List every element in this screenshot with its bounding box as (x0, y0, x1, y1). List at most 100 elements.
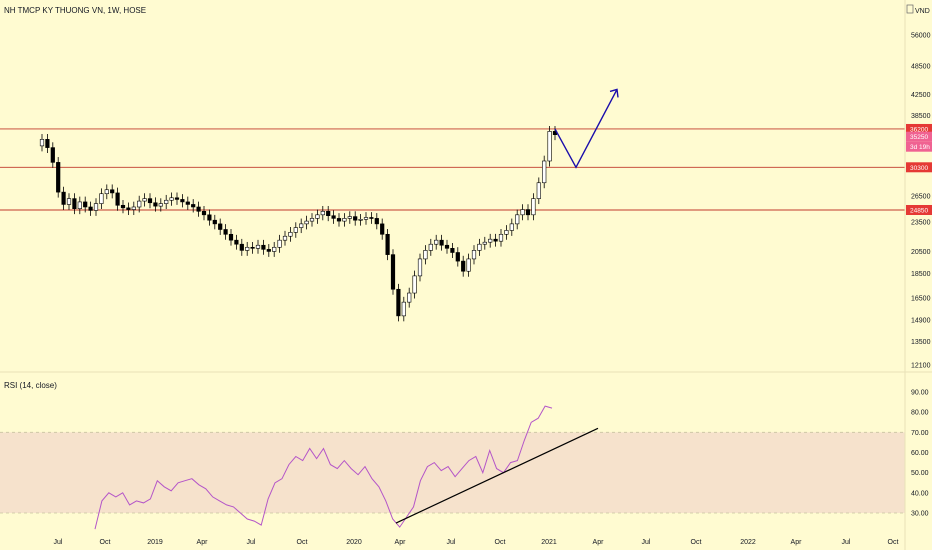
candle-up (347, 216, 352, 219)
candle-up (282, 235, 288, 241)
candle-up (142, 198, 147, 202)
candle-up (93, 203, 99, 211)
candle-up (504, 230, 509, 235)
rsi-tick-label: 30.00 (911, 511, 929, 518)
candle-down (115, 192, 120, 206)
candle-up (169, 197, 174, 201)
candle-down (218, 223, 223, 230)
rsi-tick-label: 70.00 (911, 430, 929, 437)
candle-down (261, 244, 266, 250)
candle-up (363, 217, 369, 220)
candle-up (320, 211, 325, 216)
candle-down (331, 215, 336, 219)
candle-up (536, 182, 541, 199)
time-tick-label: Jul (54, 539, 63, 546)
price-tag (906, 141, 932, 152)
price-tick-label: 20500 (911, 249, 931, 256)
price-tag-label: 3d 19h (910, 144, 930, 151)
time-tick-label: Jul (842, 539, 851, 546)
candle-down (266, 249, 271, 252)
candle-down (174, 197, 180, 200)
candle-down (83, 201, 88, 208)
candle-down (439, 239, 444, 246)
candle-down (396, 288, 401, 317)
candle-down (212, 219, 217, 225)
candle-down (493, 238, 498, 242)
candle-down (525, 209, 531, 216)
candle-up (547, 131, 552, 162)
candle-up (412, 275, 417, 294)
candle-up (299, 223, 304, 228)
candle-down (191, 204, 196, 208)
candle-up (272, 246, 277, 252)
price-tick-label: 16500 (911, 296, 931, 303)
price-tick-label: 56000 (911, 33, 931, 40)
time-tick-label: Apr (593, 539, 605, 546)
candle-down (380, 223, 385, 235)
candle-down (185, 201, 190, 205)
candle-down (228, 233, 234, 241)
rsi-line (94, 405, 553, 530)
candle-up (309, 218, 315, 222)
candle-down (50, 147, 55, 163)
candle-down (450, 248, 455, 253)
candle-down (45, 139, 50, 148)
candle-down (120, 204, 126, 209)
candle-down (234, 239, 239, 245)
candle-up (342, 218, 347, 222)
settings-icon[interactable] (906, 4, 914, 14)
candle-down (336, 218, 342, 222)
candle-down (353, 216, 358, 221)
candle-up (466, 258, 471, 272)
price-tick-label: 23500 (911, 220, 931, 227)
candle-up (293, 227, 298, 233)
projection-arrowhead (609, 88, 619, 98)
candle-up (434, 239, 439, 245)
candle-down (223, 229, 228, 235)
candle-up (428, 243, 433, 251)
time-tick-label: Oct (100, 539, 111, 546)
candle-down (201, 211, 207, 216)
candle-up (358, 218, 363, 221)
chart-title: NH TMCP KY THUONG VN, 1W, HOSE (4, 6, 146, 15)
time-tick-label: Apr (197, 539, 209, 546)
candle-down (207, 214, 212, 221)
price-tick-label: 12100 (911, 363, 931, 370)
candle-down (385, 233, 390, 255)
price-tick-label: 48500 (911, 63, 931, 70)
candle-down (153, 202, 158, 207)
time-tick-label: 2020 (346, 539, 362, 546)
time-tick-label: Oct (691, 539, 702, 546)
time-tick-label: Jul (447, 539, 456, 546)
rsi-trendline (395, 427, 599, 524)
rsi-tick-label: 40.00 (911, 490, 929, 497)
candle-down (180, 199, 185, 203)
candle-down (61, 191, 66, 205)
candle-down (250, 246, 255, 249)
price-tag-label: 24850 (910, 207, 928, 214)
candle-up (255, 244, 261, 249)
candle-down (88, 206, 93, 211)
time-tick-label: 2019 (147, 539, 163, 546)
time-tick-label: Oct (297, 539, 308, 546)
candle-up (482, 241, 487, 245)
candle-down (326, 211, 331, 217)
candle-down (239, 243, 244, 251)
candle-up (99, 193, 104, 204)
candle-up (423, 250, 428, 260)
candle-down (72, 198, 77, 210)
price-tick-label: 14900 (911, 318, 931, 325)
rsi-tick-label: 60.00 (911, 450, 929, 457)
candle-up (245, 246, 250, 251)
candle-up (158, 203, 163, 207)
price-tick-label: 13500 (911, 339, 931, 346)
candle-up (531, 198, 536, 216)
time-tick-label: Jul (247, 539, 256, 546)
candle-down (444, 244, 450, 249)
candle-down (455, 252, 460, 262)
candle-down (126, 207, 131, 210)
candle-down (369, 217, 374, 219)
price-tick-label: 42500 (911, 92, 931, 99)
price-tag (906, 204, 932, 215)
